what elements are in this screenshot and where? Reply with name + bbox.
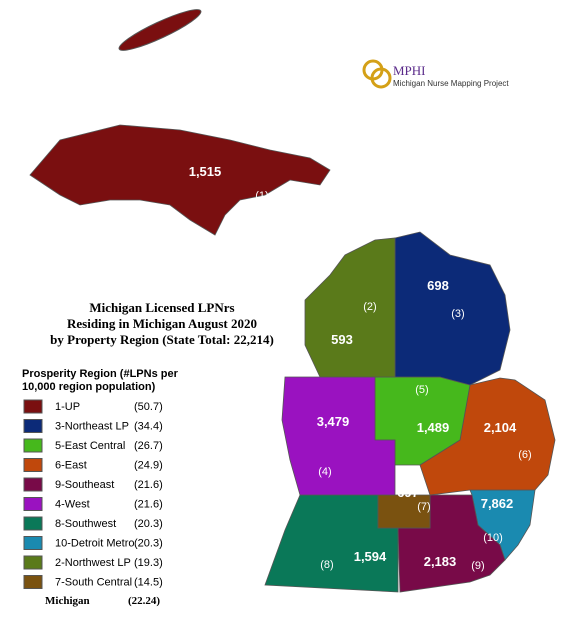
logo-subtitle: Michigan Nurse Mapping Project [393, 79, 509, 88]
legend-swatch [23, 477, 43, 492]
legend-name: 6-East [55, 460, 87, 472]
legend-swatch [23, 536, 43, 550]
title: by Property Region (State Total: 22,214) [50, 332, 274, 347]
region-count: 2,104 [484, 420, 517, 435]
region [29, 124, 331, 236]
legend-name: 1-UP [55, 401, 80, 413]
region-number: (3) [451, 308, 464, 320]
legend-swatch [23, 555, 43, 570]
legend-swatch [23, 399, 43, 414]
region-number: (1) [255, 190, 268, 202]
legend-name: 2-Northwest LP [55, 557, 131, 569]
legend-rate: (20.3) [134, 518, 163, 530]
legend-name: 7-South Central [55, 577, 132, 589]
region-count: 1,594 [354, 549, 387, 564]
legend-title: 10,000 region population) [22, 381, 156, 393]
legend-name: 10-Detroit Metro [55, 538, 134, 550]
legend-rate: (19.3) [134, 557, 163, 569]
legend-rate: (26.7) [134, 440, 163, 452]
region-count: 1,515 [189, 164, 222, 179]
legend-rate: (34.4) [134, 421, 163, 433]
legend-title: Prosperity Region (#LPNs per [22, 368, 179, 380]
region-number: (8) [320, 559, 333, 571]
region-count: 1,489 [417, 420, 450, 435]
legend-rate: (20.3) [134, 538, 163, 550]
legend-name: 9-Southeast [55, 479, 114, 491]
region [377, 494, 431, 529]
region-count: 2,183 [424, 554, 457, 569]
legend-swatch [23, 458, 43, 472]
legend-swatch [23, 575, 43, 589]
region-count: 698 [427, 278, 449, 293]
legend-name: 4-West [55, 499, 90, 511]
legend-rate: (24.9) [134, 460, 163, 472]
region [394, 231, 511, 386]
region-number: (6) [518, 449, 531, 461]
legend-swatch [23, 497, 43, 511]
logo-name: MPHI [393, 63, 426, 78]
region-count: 7,862 [481, 496, 514, 511]
legend-rate: (21.6) [134, 499, 163, 511]
region-number: (4) [318, 466, 331, 478]
legend-rate: (21.6) [134, 479, 163, 491]
logo: MPHI Michigan Nurse Mapping Project [362, 59, 509, 89]
region [304, 237, 396, 378]
region-number: (5) [415, 384, 428, 396]
legend-swatch [23, 438, 43, 453]
region-count: 3,479 [317, 414, 350, 429]
region [281, 376, 396, 496]
legend-rate: (14.5) [134, 577, 163, 589]
legend-name: 5-East Central [55, 440, 125, 452]
legend-total-rate: (22.24) [128, 595, 160, 607]
legend-swatch [23, 516, 43, 531]
region-count: 593 [331, 332, 353, 347]
region-count: 697 [397, 485, 419, 500]
title: Residing in Michigan August 2020 [67, 316, 257, 331]
legend-rate: (50.7) [134, 401, 163, 413]
region-number: (9) [471, 560, 484, 572]
region-number: (2) [363, 301, 376, 313]
region-number: (10) [483, 532, 503, 544]
legend-name: 8-Southwest [55, 518, 116, 530]
title: Michigan Licensed LPNrs [89, 300, 234, 315]
isle-royale [118, 9, 202, 51]
legend-name: 3-Northeast LP [55, 421, 129, 433]
region-number: (7) [417, 501, 430, 513]
legend-swatch [23, 419, 43, 433]
legend-total-name: Michigan [45, 595, 90, 607]
